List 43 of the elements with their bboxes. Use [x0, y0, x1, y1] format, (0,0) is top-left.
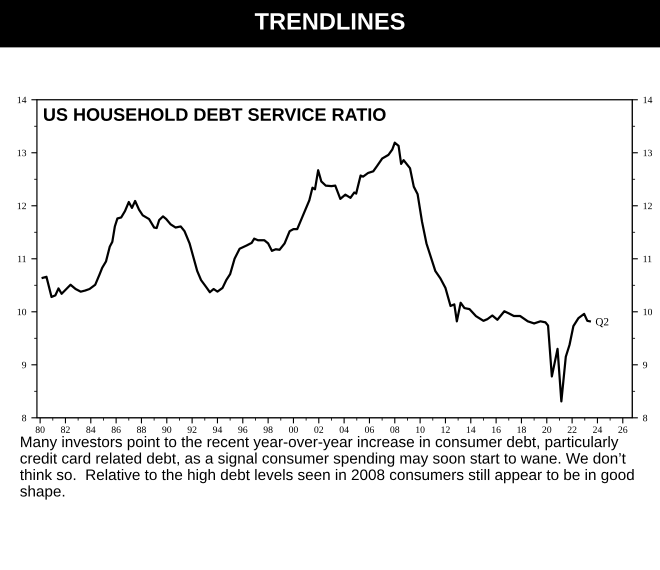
- y-tick-label: 9: [22, 362, 26, 368]
- y2-tick-label: 14: [644, 96, 652, 104]
- x-tick-label: 12: [441, 426, 450, 433]
- annotation: Q2: [596, 318, 608, 328]
- y2-tick-label: 12: [644, 202, 652, 210]
- x-tick-label: 14: [466, 426, 476, 433]
- y2-tick-label: 9: [643, 362, 648, 368]
- x-tick-label: 84: [86, 426, 96, 433]
- y-tick-label: 11: [18, 256, 26, 262]
- x-tick-label: 98: [264, 426, 273, 433]
- x-tick-label: 24: [593, 426, 602, 433]
- line-series: [42, 142, 591, 402]
- y2-tick-label: 8: [643, 414, 648, 422]
- y-tick-label: 13: [18, 150, 26, 156]
- chart-title: TRENDLINES: [254, 12, 405, 30]
- x-tick-label: 04: [340, 426, 349, 433]
- x-tick-label: 92: [188, 426, 196, 433]
- x-tick-label: 22: [568, 426, 576, 433]
- x-tick-label: 80: [36, 426, 45, 433]
- y2-tick-label: 13: [644, 150, 652, 156]
- x-tick-label: 08: [390, 426, 400, 433]
- x-tick-label: 96: [238, 426, 248, 433]
- y2-tick-label: 10: [644, 308, 652, 316]
- x-tick-label: 02: [314, 426, 324, 433]
- x-tick-label: 90: [162, 426, 172, 433]
- y-tick-label: 8: [22, 414, 26, 422]
- x-tick-label: 94: [212, 426, 222, 433]
- x-tick-label: 18: [517, 426, 526, 433]
- x-tick-label: 06: [364, 426, 374, 433]
- text: Many investors point to the recent year-over-year increase in consumer debt, particularly credit card related debt, as a signal consumer spending may soon start to wane. We don’t think so. Relative to the high debt levels seen in 2008 consumers still appear to be in good shape.: [20, 436, 634, 500]
- y-tick-label: 10: [18, 308, 26, 316]
- x-tick-label: 16: [492, 426, 501, 433]
- y-tick-label: 12: [18, 202, 26, 210]
- chart-subtitle: US HOUSEHOLD DEBT SERVICE RATIO: [44, 108, 386, 121]
- x-tick-label: 88: [136, 426, 146, 433]
- x-tick-label: 82: [60, 426, 70, 433]
- y2-tick-label: 11: [644, 256, 652, 262]
- x-tick-label: 10: [416, 426, 425, 433]
- y-tick-label: 14: [18, 96, 26, 104]
- x-tick-label: 20: [542, 426, 552, 433]
- x-tick-label: 86: [112, 426, 121, 433]
- x-tick-label: 00: [288, 426, 298, 433]
- x-tick-label: 26: [618, 426, 628, 433]
